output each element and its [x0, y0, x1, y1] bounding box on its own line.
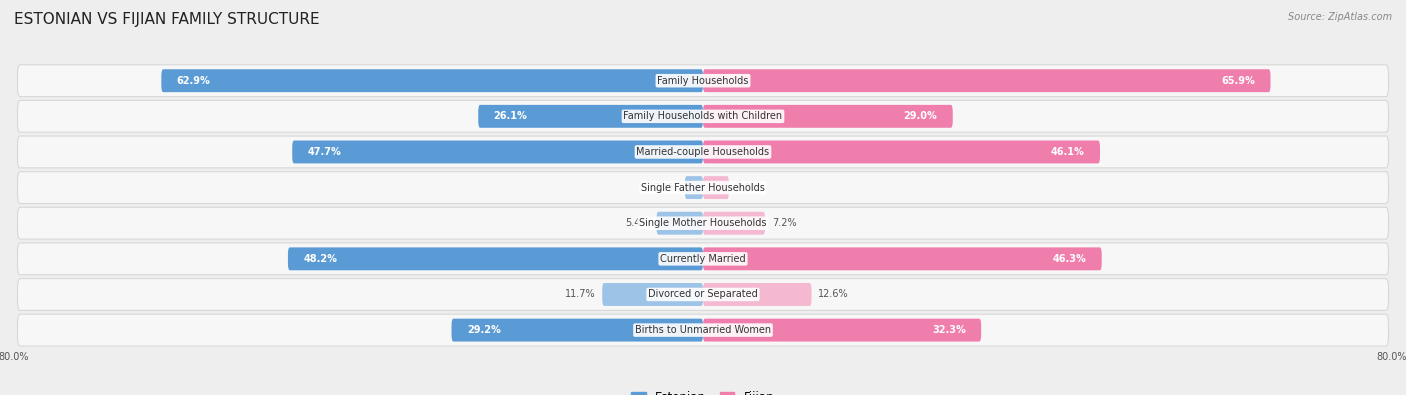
Legend: Estonian, Fijian: Estonian, Fijian [631, 391, 775, 395]
Text: Births to Unmarried Women: Births to Unmarried Women [636, 325, 770, 335]
FancyBboxPatch shape [657, 212, 703, 235]
Text: 32.3%: 32.3% [932, 325, 966, 335]
Text: Source: ZipAtlas.com: Source: ZipAtlas.com [1288, 12, 1392, 22]
FancyBboxPatch shape [17, 172, 1389, 203]
FancyBboxPatch shape [478, 105, 703, 128]
FancyBboxPatch shape [703, 105, 953, 128]
FancyBboxPatch shape [17, 243, 1389, 275]
Text: 46.1%: 46.1% [1050, 147, 1084, 157]
FancyBboxPatch shape [685, 176, 703, 199]
Text: Divorced or Separated: Divorced or Separated [648, 290, 758, 299]
FancyBboxPatch shape [288, 247, 703, 270]
FancyBboxPatch shape [451, 319, 703, 342]
Text: 2.1%: 2.1% [654, 182, 678, 193]
Text: 5.4%: 5.4% [626, 218, 650, 228]
Text: 26.1%: 26.1% [494, 111, 527, 121]
FancyBboxPatch shape [703, 283, 811, 306]
Text: 47.7%: 47.7% [308, 147, 342, 157]
FancyBboxPatch shape [292, 141, 703, 164]
Text: 48.2%: 48.2% [304, 254, 337, 264]
FancyBboxPatch shape [17, 100, 1389, 132]
FancyBboxPatch shape [17, 207, 1389, 239]
FancyBboxPatch shape [17, 136, 1389, 168]
Text: Married-couple Households: Married-couple Households [637, 147, 769, 157]
FancyBboxPatch shape [703, 319, 981, 342]
FancyBboxPatch shape [703, 176, 728, 199]
Text: 7.2%: 7.2% [772, 218, 797, 228]
Text: 46.3%: 46.3% [1053, 254, 1087, 264]
FancyBboxPatch shape [17, 65, 1389, 97]
Text: 12.6%: 12.6% [818, 290, 849, 299]
FancyBboxPatch shape [17, 278, 1389, 310]
Text: Single Father Households: Single Father Households [641, 182, 765, 193]
Text: Family Households with Children: Family Households with Children [623, 111, 783, 121]
Text: Currently Married: Currently Married [661, 254, 745, 264]
Text: 29.0%: 29.0% [904, 111, 938, 121]
Text: 3.0%: 3.0% [735, 182, 761, 193]
Text: ESTONIAN VS FIJIAN FAMILY STRUCTURE: ESTONIAN VS FIJIAN FAMILY STRUCTURE [14, 12, 319, 27]
Text: 65.9%: 65.9% [1222, 76, 1256, 86]
FancyBboxPatch shape [703, 141, 1099, 164]
Text: 29.2%: 29.2% [467, 325, 501, 335]
Text: Family Households: Family Households [658, 76, 748, 86]
FancyBboxPatch shape [703, 212, 765, 235]
FancyBboxPatch shape [703, 69, 1271, 92]
FancyBboxPatch shape [602, 283, 703, 306]
FancyBboxPatch shape [17, 314, 1389, 346]
Text: 62.9%: 62.9% [177, 76, 211, 86]
Text: Single Mother Households: Single Mother Households [640, 218, 766, 228]
FancyBboxPatch shape [703, 247, 1102, 270]
Text: 11.7%: 11.7% [565, 290, 595, 299]
FancyBboxPatch shape [162, 69, 703, 92]
